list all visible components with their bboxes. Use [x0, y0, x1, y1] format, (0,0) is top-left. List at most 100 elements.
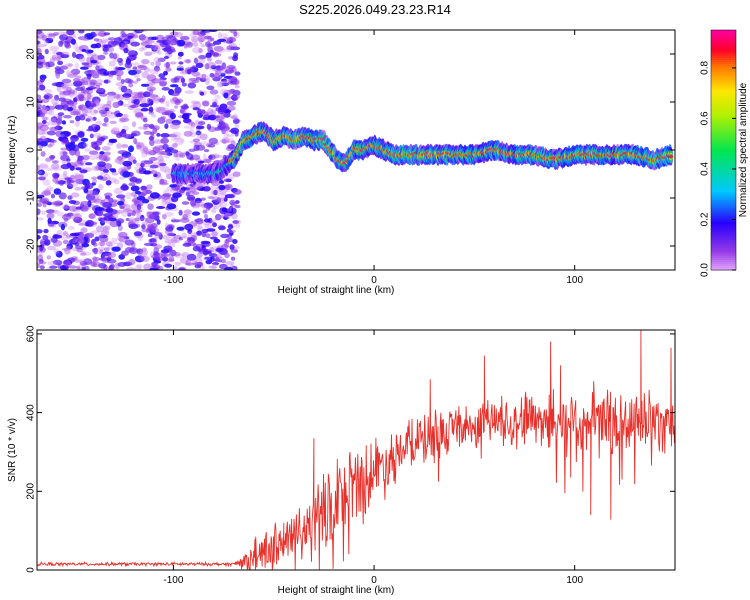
noise-blob	[26, 213, 33, 220]
noise-blob	[139, 103, 150, 108]
noise-blob	[200, 240, 211, 245]
noise-blob	[121, 155, 127, 160]
noise-blob	[160, 116, 166, 120]
noise-blob	[187, 79, 196, 83]
noise-blob	[86, 128, 95, 132]
noise-blob	[227, 105, 236, 111]
noise-blob	[226, 208, 232, 212]
noise-blob	[218, 180, 224, 184]
noise-blob	[93, 33, 98, 37]
noise-blob	[206, 61, 217, 69]
noise-blob	[50, 201, 60, 206]
noise-blob	[37, 103, 43, 109]
noise-blob	[156, 34, 165, 42]
noise-blob	[77, 231, 85, 239]
noise-blob	[186, 183, 196, 190]
noise-blob	[137, 235, 143, 241]
noise-blob	[163, 153, 171, 159]
noise-blob	[121, 114, 129, 119]
noise-blob	[173, 152, 179, 158]
noise-blob	[117, 201, 125, 206]
noise-blob	[77, 131, 85, 138]
noise-blob	[30, 173, 35, 179]
noise-blob	[28, 43, 35, 48]
noise-blob	[190, 200, 197, 207]
noise-blob	[136, 144, 142, 150]
noise-blob	[41, 210, 47, 215]
noise-blob	[95, 225, 105, 233]
noise-blob	[226, 100, 237, 106]
noise-blob	[222, 80, 231, 86]
noise-blob	[230, 115, 238, 119]
noise-blob	[122, 171, 131, 178]
noise-blob	[203, 149, 210, 153]
noise-blob	[197, 109, 202, 116]
noise-blob	[92, 116, 97, 121]
noise-blob	[226, 229, 236, 234]
noise-blob	[49, 265, 58, 269]
noise-blob	[123, 47, 129, 54]
noise-blob	[28, 92, 34, 96]
noise-blob	[157, 57, 166, 62]
noise-blob	[72, 238, 78, 244]
noise-blob	[57, 60, 64, 66]
noise-blob	[93, 198, 103, 204]
noise-blob	[153, 244, 163, 250]
noise-blob	[94, 98, 100, 105]
noise-blob	[197, 35, 206, 43]
noise-blob	[165, 67, 172, 72]
noise-blob	[131, 62, 141, 67]
noise-blob	[230, 127, 240, 134]
noise-blob	[71, 51, 77, 58]
noise-blob	[232, 171, 241, 177]
noise-blob	[159, 151, 169, 155]
noise-blob	[99, 38, 109, 43]
noise-blob	[77, 259, 88, 263]
noise-blob	[224, 183, 233, 191]
noise-blob	[37, 54, 45, 60]
noise-blob	[62, 259, 71, 267]
noise-blob	[28, 116, 34, 121]
noise-blob	[70, 38, 76, 45]
noise-blob	[178, 209, 183, 216]
noise-blob	[170, 237, 178, 244]
noise-blob	[215, 247, 224, 253]
noise-blob	[103, 216, 113, 222]
noise-blob	[141, 36, 150, 44]
noise-blob	[145, 39, 155, 44]
noise-blob	[134, 265, 142, 270]
noise-blob	[90, 176, 98, 180]
noise-blob	[225, 173, 235, 180]
noise-blob	[195, 62, 204, 68]
noise-blob	[140, 255, 150, 262]
noise-blob	[121, 183, 128, 190]
noise-blob	[178, 237, 183, 241]
noise-blob	[136, 263, 143, 270]
noise-blob	[170, 137, 181, 142]
noise-blob	[216, 197, 222, 204]
noise-blob	[210, 230, 219, 237]
noise-blob	[89, 190, 99, 197]
noise-blob	[92, 256, 97, 263]
noise-blob	[134, 217, 141, 222]
noise-blob	[27, 155, 32, 162]
y-tick-label: -10	[26, 190, 37, 205]
noise-blob	[220, 64, 228, 71]
noise-blob	[175, 157, 181, 161]
noise-blob	[106, 258, 117, 264]
noise-blob	[141, 224, 146, 230]
noise-blob	[37, 169, 45, 176]
noise-blob	[159, 182, 169, 186]
noise-blob	[27, 143, 33, 146]
noise-blob	[128, 69, 138, 76]
noise-blob	[214, 59, 223, 65]
noise-blob	[174, 261, 182, 266]
noise-blob	[46, 209, 55, 214]
noise-blob	[82, 155, 90, 161]
noise-blob	[174, 31, 184, 38]
noise-blob	[28, 263, 33, 270]
noise-blob	[62, 214, 72, 221]
noise-blob	[119, 130, 127, 138]
noise-blob	[186, 41, 194, 48]
noise-blob	[159, 166, 170, 173]
